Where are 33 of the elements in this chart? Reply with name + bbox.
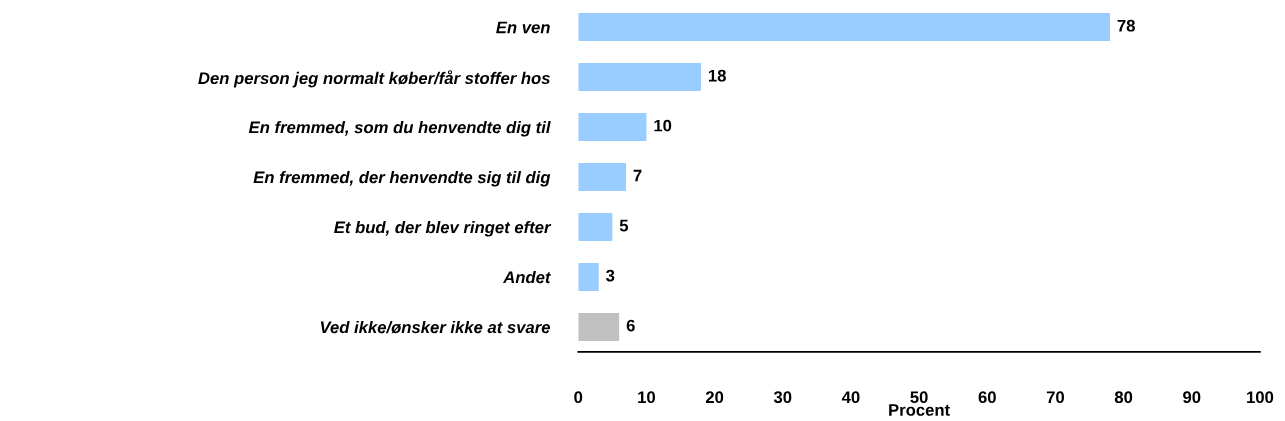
y-tick-label: Ved ikke/ønsker ikke at svare (320, 320, 551, 334)
x-tick-label: 40 (841, 391, 860, 404)
data-label: 3 (606, 269, 615, 282)
x-tick-label: 20 (705, 391, 724, 404)
x-tick-label: 0 (574, 391, 583, 404)
data-label: 10 (654, 119, 672, 132)
y-tick-label: Den person jeg normalt køber/får stoffer hos (198, 70, 550, 88)
x-tick-label: 80 (1114, 391, 1133, 404)
x-tick-label: 90 (1183, 391, 1201, 404)
bar (578, 63, 701, 92)
data-label: 18 (708, 69, 726, 82)
x-tick-label: 60 (978, 391, 996, 404)
bar (578, 312, 620, 341)
bar (578, 113, 647, 142)
bar (578, 262, 599, 291)
x-axis-title: Procent (889, 404, 950, 416)
bar (578, 213, 613, 241)
x-tick-label: 30 (773, 391, 792, 404)
data-label: 78 (1117, 19, 1135, 32)
bar (578, 13, 1110, 42)
data-label: 6 (626, 319, 635, 332)
y-tick-label: Et bud, der blev ringet efter (334, 220, 552, 237)
y-tick-label: En ven (496, 21, 550, 34)
y-tick-label: En fremmed, som du henvendte dig til (248, 121, 551, 137)
data-label: 5 (619, 219, 629, 232)
y-tick-label: En fremmed, der henvendte sig til dig (253, 170, 551, 187)
data-label: 7 (633, 169, 642, 182)
x-tick-label: 100 (1247, 391, 1274, 404)
x-tick-label: 50 (910, 391, 928, 404)
bar (578, 163, 626, 192)
x-tick-label: 10 (638, 391, 656, 404)
y-tick-label: Andet (502, 270, 552, 284)
x-tick-label: 70 (1046, 391, 1065, 404)
